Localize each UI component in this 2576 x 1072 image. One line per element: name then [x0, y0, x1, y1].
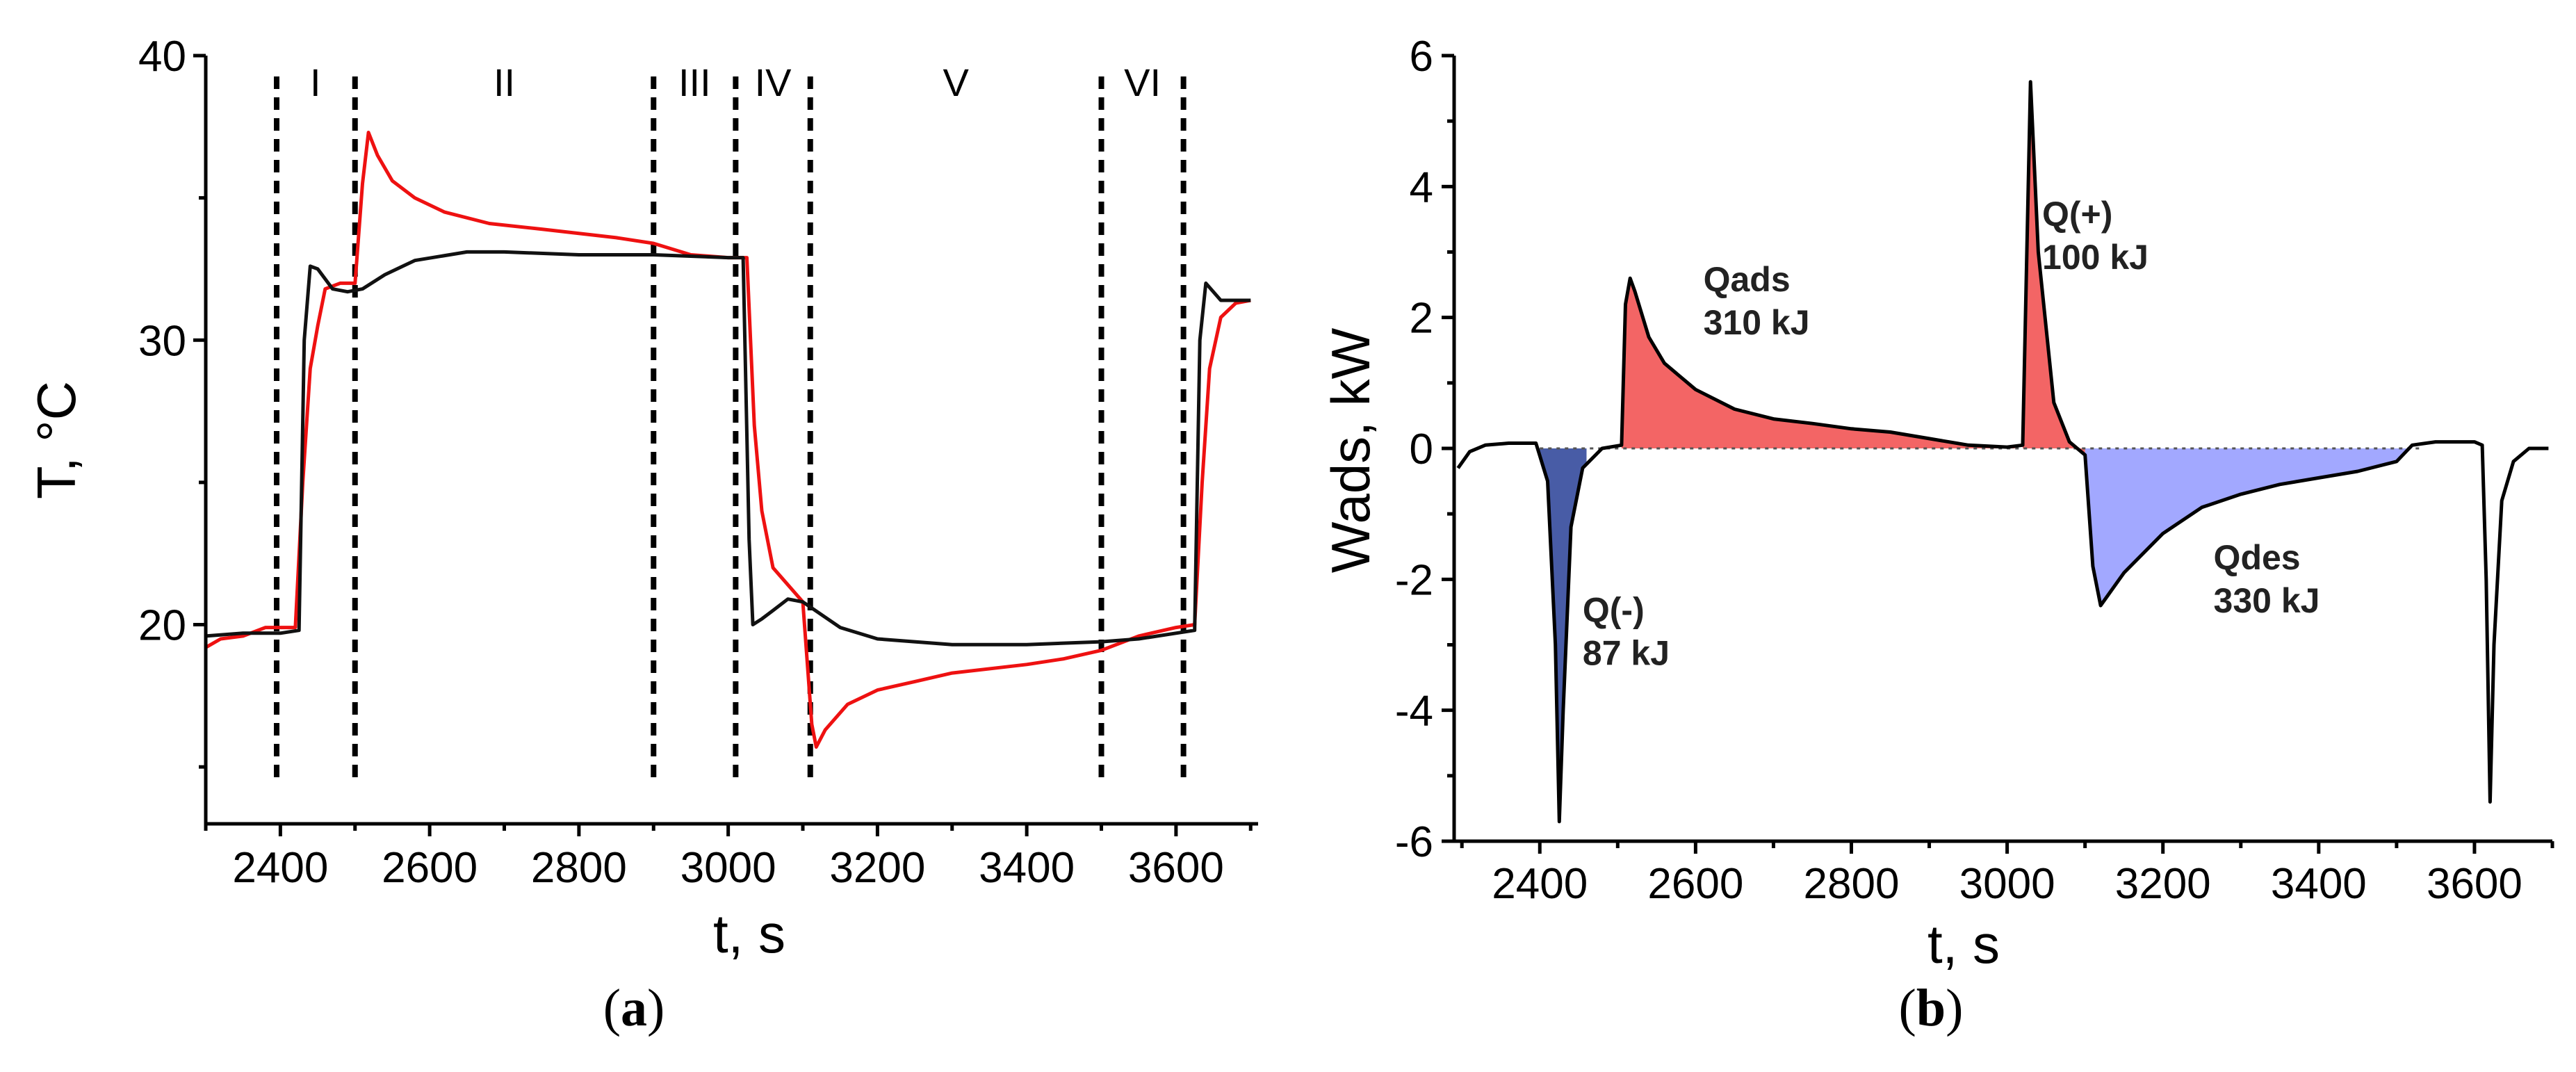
y-tick-label: 20 [138, 602, 186, 650]
phase-label: II [494, 60, 515, 104]
power-series [1456, 80, 2549, 824]
x-tick-label: 3200 [829, 844, 925, 892]
x-tick-label: 2800 [531, 844, 627, 892]
panel-label-b-close: ) [1946, 979, 1963, 1037]
y-tick-label: 30 [138, 317, 186, 365]
phase-label: VI [1124, 60, 1161, 104]
phase-label: IV [755, 60, 792, 104]
panel-label-a-open: ( [603, 979, 621, 1037]
heat-areas [1535, 81, 2413, 822]
x-tick-label: 3600 [1128, 844, 1224, 892]
x-axis-title: t, s [713, 903, 785, 964]
x-tick-label: 3000 [1959, 860, 2055, 908]
panel-label-b: (b) [1899, 979, 1964, 1037]
annotation-name: Q(-) [1583, 591, 1645, 630]
y-tick-label: 0 [1410, 425, 1433, 473]
y-tick-label: 40 [138, 33, 186, 81]
panel-label-a: (a) [603, 979, 665, 1037]
phase-label: I [310, 60, 321, 104]
annotation-name: Qdes [2214, 538, 2301, 577]
y-tick-label: -4 [1395, 688, 1433, 736]
x-tick-label: 2400 [1492, 860, 1588, 908]
series-line-red [204, 131, 1251, 749]
phase-label: V [943, 60, 969, 104]
x-ticks: 2400 2600 2800 3000 3200 3400 3600 [204, 824, 1253, 892]
y-tick-label: -6 [1395, 818, 1433, 866]
y-tick-label: 4 [1410, 163, 1433, 211]
series-line-black [205, 250, 1251, 647]
x-tick-label: 2800 [1804, 860, 1900, 908]
temperature-series [204, 131, 1251, 749]
x-tick-label: 3400 [979, 844, 1075, 892]
annotation-energy: 330 kJ [2214, 581, 2320, 620]
annotation-energy: 100 kJ [2042, 238, 2149, 277]
annotation-energy: 87 kJ [1583, 634, 1670, 673]
x-tick-label: 3600 [2427, 860, 2522, 908]
annotation-name: Q(+) [2042, 195, 2112, 234]
area-Q(+) [2023, 81, 2085, 455]
x-tick-label: 3400 [2271, 860, 2367, 908]
y-tick-label: -2 [1395, 556, 1433, 604]
area-Qdes [2085, 445, 2413, 606]
x-axis-title: t, s [1927, 913, 2000, 975]
annotation-name: Qads [1704, 260, 1791, 299]
series-line-wads [1456, 80, 2549, 824]
x-tick-label: 2600 [382, 844, 478, 892]
x-ticks: 2400 2600 2800 3000 3200 3400 3600 [1460, 841, 2554, 908]
phase-label: III [678, 60, 711, 104]
area-Q(-) [1535, 443, 1587, 822]
y-tick-label: 2 [1410, 295, 1433, 343]
area-Qads [1621, 278, 2015, 448]
y-ticks: 20 30 40 [138, 33, 206, 769]
panel-label-a-letter: a [621, 979, 647, 1037]
x-tick-label: 2600 [1647, 860, 1743, 908]
panel-label-b-open: ( [1899, 979, 1916, 1037]
annotation-energy: 310 kJ [1704, 303, 1810, 342]
phase-labels: I II III IV V VI [310, 60, 1161, 104]
phase-boundary-lines [274, 76, 1187, 777]
y-axis-title: Wads, kW [1320, 327, 1381, 573]
x-tick-label: 3000 [680, 844, 776, 892]
x-tick-label: 3200 [2115, 860, 2211, 908]
y-axis-title: T, °C [26, 381, 87, 499]
y-ticks: -6 -4 -2 0 2 4 6 [1395, 33, 1454, 866]
panel-label-b-letter: b [1916, 979, 1946, 1037]
y-tick-label: 6 [1410, 33, 1433, 81]
panel-label-a-close: ) [647, 979, 665, 1037]
heat-annotations: Qads 310 kJ Q(+) 100 kJ Q(-) 87 kJ Qdes 330 kJ [1583, 195, 2320, 673]
x-tick-label: 2400 [232, 844, 328, 892]
